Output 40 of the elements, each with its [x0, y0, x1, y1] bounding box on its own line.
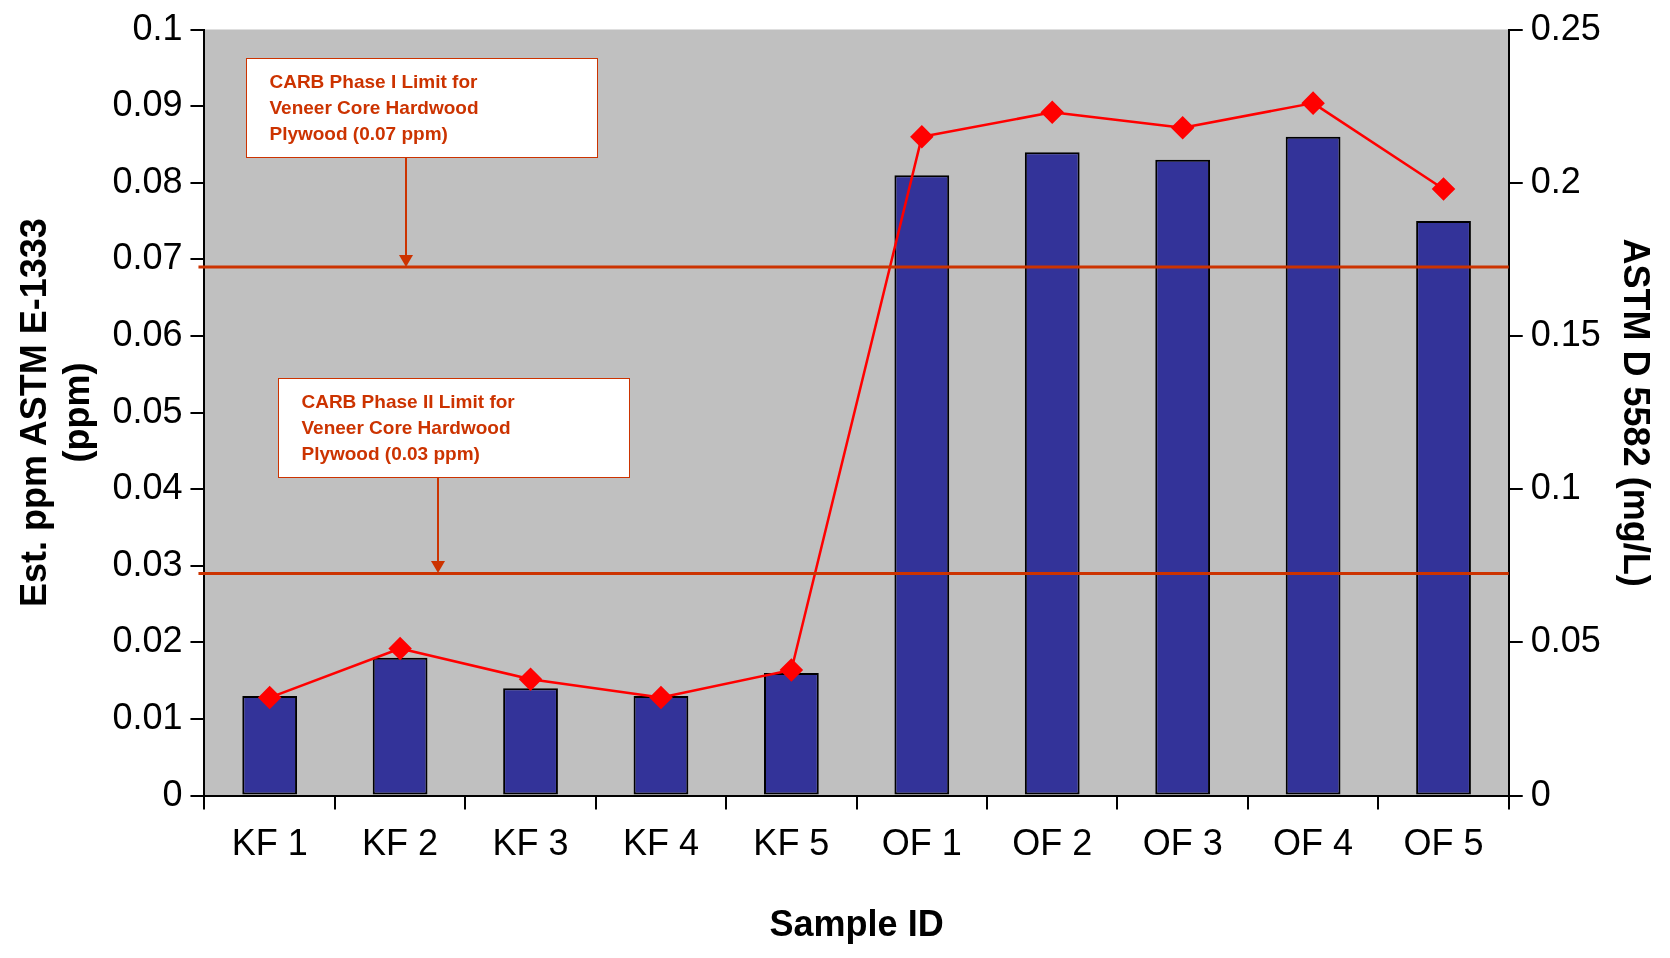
y-tick-label: 0.07: [112, 236, 183, 278]
x-tick-label: OF 5: [1403, 822, 1484, 864]
y2-tick-label: 0.1: [1530, 466, 1581, 508]
x-tick-label: OF 3: [1142, 822, 1223, 864]
y2-tick-label: 0.25: [1530, 6, 1601, 48]
x-axis-title: Sample ID: [769, 903, 944, 945]
x-tick-label: KF 5: [753, 822, 830, 864]
x-tick-label: OF 2: [1012, 822, 1093, 864]
point: [1040, 101, 1064, 124]
point: [910, 125, 934, 149]
y-tick-label: 0.06: [112, 312, 183, 354]
y-tick-label: 0.08: [112, 159, 183, 201]
y2-axis-title: ASTM D 5582 (mg/L): [1616, 238, 1658, 587]
x-tick-label: KF 4: [622, 822, 699, 864]
y-tick-label: 0.1: [132, 6, 183, 48]
y-tick-label: 0.05: [112, 389, 183, 431]
point: [1171, 116, 1194, 139]
point: [649, 686, 673, 709]
x-tick-label: OF 4: [1273, 822, 1354, 864]
x-tick-label: OF 1: [881, 822, 962, 864]
y2-tick-label: 0.2: [1530, 159, 1581, 201]
point: [1301, 91, 1325, 115]
point: [780, 658, 803, 682]
x-tick-label: KF 3: [492, 822, 569, 864]
x-tick-label: KF 1: [231, 822, 308, 864]
y-tick-label: 0.01: [112, 695, 183, 737]
x-tick-label: KF 2: [362, 822, 439, 864]
point: [258, 686, 281, 709]
y-tick-label: 0: [162, 772, 183, 814]
y-tick-label: 0.04: [112, 466, 183, 508]
y-axis-title: Est. ppm ASTM E-1333 (ppm): [12, 218, 97, 607]
point: [519, 667, 542, 691]
y-tick-label: 0.09: [112, 83, 183, 125]
point: [1432, 177, 1455, 201]
y2-tick-label: 0.15: [1530, 312, 1601, 354]
y2-tick-label: 0: [1530, 772, 1551, 814]
point: [388, 637, 412, 660]
y-tick-label: 0.02: [112, 619, 183, 661]
y-tick-label: 0.03: [112, 542, 183, 584]
y2-tick-label: 0.05: [1530, 619, 1601, 661]
